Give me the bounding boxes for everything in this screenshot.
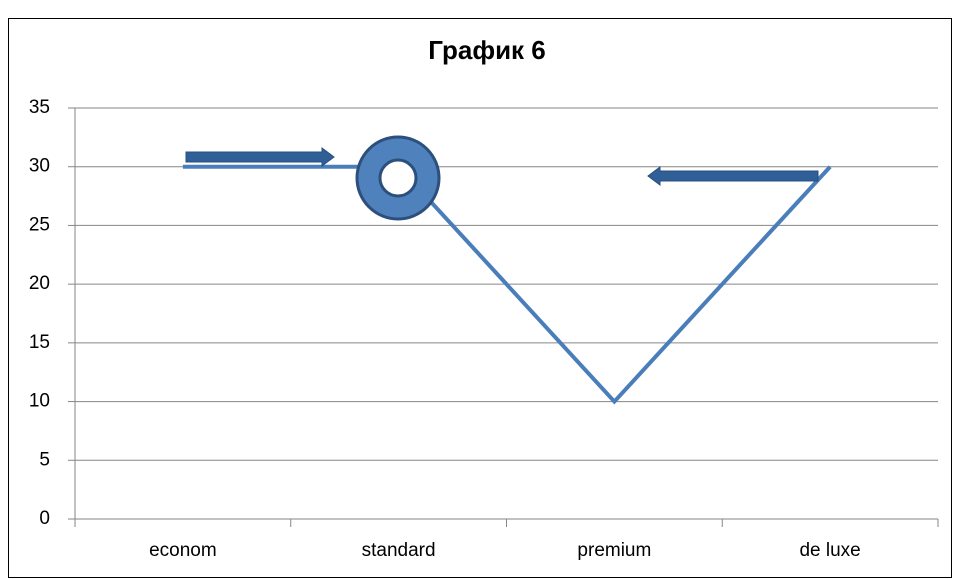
x-tick-label: premium — [577, 540, 651, 561]
data-line — [182, 164, 832, 405]
y-tick-label: 35 — [29, 97, 50, 118]
arrow-right — [185, 147, 335, 167]
ring-inner — [378, 158, 418, 198]
y-tick-label: 10 — [29, 391, 50, 412]
arrow-left — [647, 166, 819, 186]
chart-title: График 6 — [428, 35, 546, 65]
y-tick-label: 20 — [29, 273, 50, 294]
y-tick-label: 25 — [29, 214, 50, 235]
chart-frame — [8, 18, 952, 578]
x-tick-label: standard — [362, 540, 436, 561]
x-tick-label: econom — [149, 540, 217, 561]
y-tick-label: 0 — [39, 508, 50, 529]
x-tick-label: de luxe — [799, 540, 860, 561]
y-tick-label: 15 — [29, 332, 50, 353]
y-tick-label: 30 — [29, 156, 50, 177]
y-tick-label: 5 — [39, 449, 50, 470]
